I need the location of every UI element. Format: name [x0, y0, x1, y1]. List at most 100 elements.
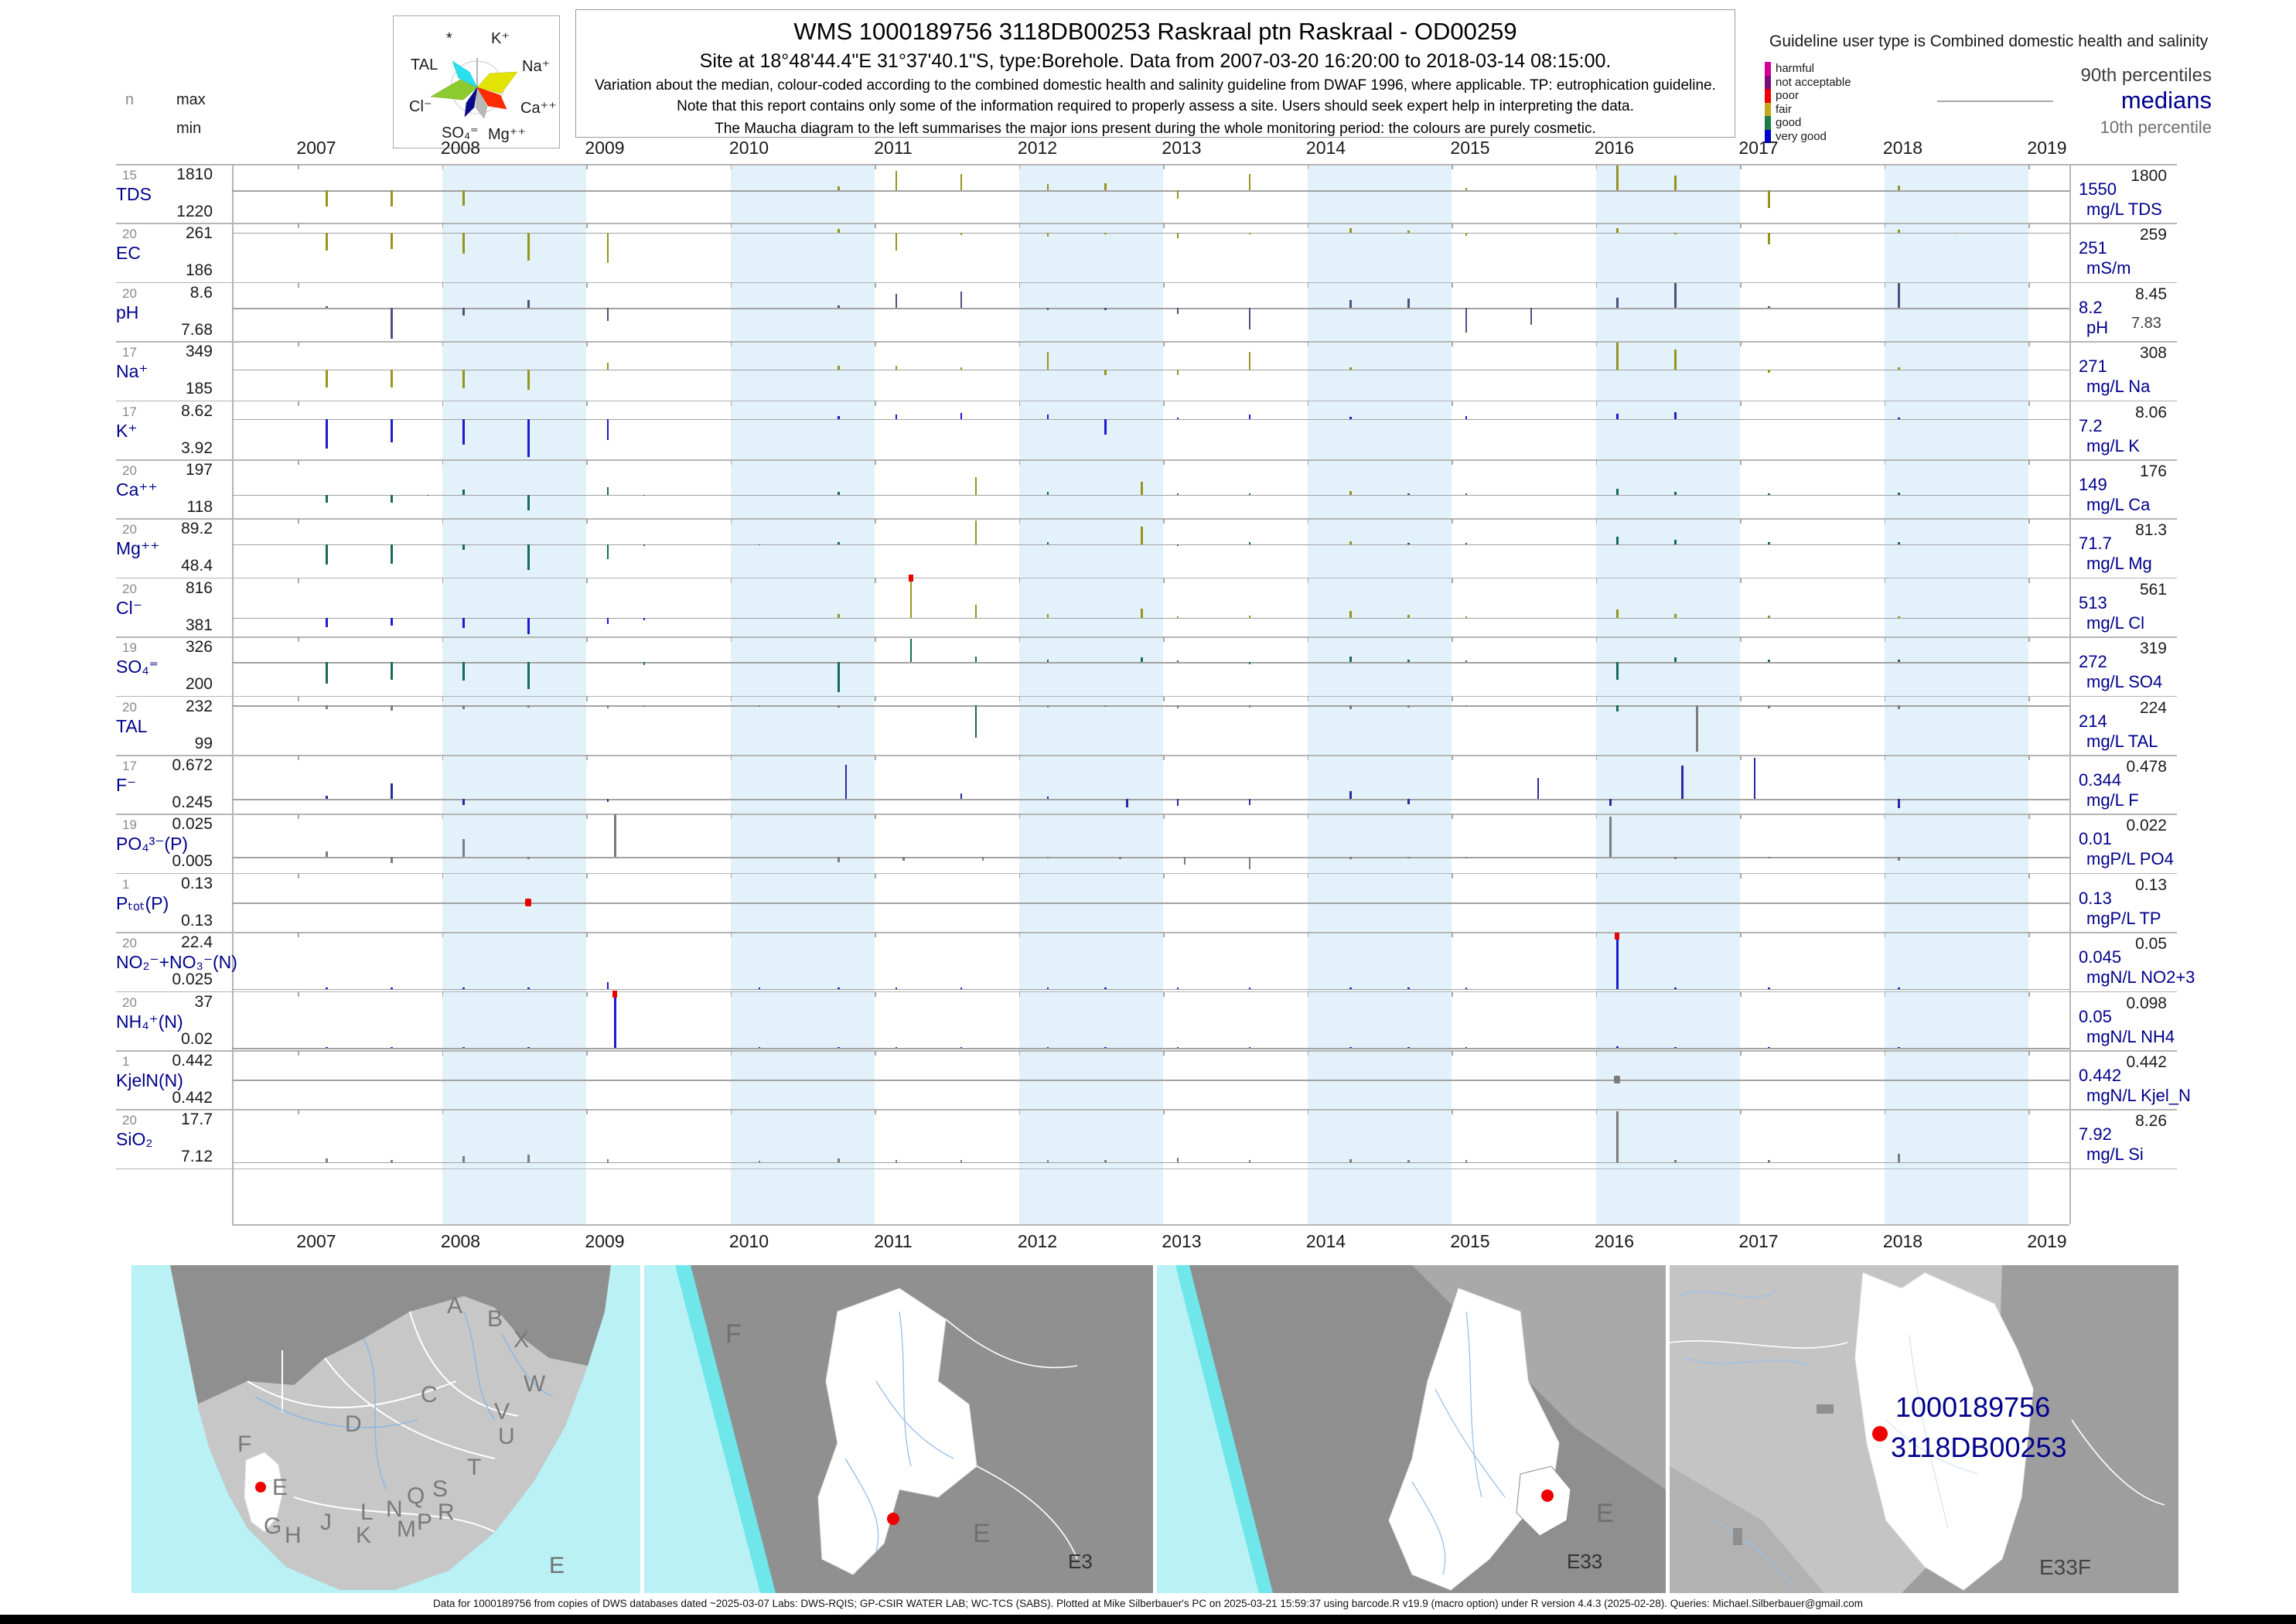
sample-dot	[525, 899, 532, 906]
year-tick	[586, 341, 588, 347]
sample-tick	[1046, 797, 1049, 800]
sample-tick	[895, 988, 898, 989]
year-tick	[1307, 577, 1308, 583]
year-tick	[1595, 518, 1597, 524]
guideline-label: not acceptable	[1776, 75, 1851, 89]
sample-tick	[895, 366, 898, 370]
year-tick	[1884, 459, 1885, 465]
sample-tick	[1465, 857, 1468, 858]
svg-text:E3: E3	[1068, 1550, 1093, 1573]
year-label-bottom-2011: 2011	[874, 1231, 913, 1251]
median-line	[232, 1048, 2069, 1049]
sample-tick	[974, 520, 977, 544]
row-separator	[116, 400, 2177, 402]
sample-tick	[326, 232, 328, 251]
svg-text:1000189756: 1000189756	[1895, 1391, 2050, 1423]
param-name: Na⁺	[116, 361, 148, 382]
year-tick	[298, 164, 299, 169]
year-label-top-2012: 2012	[1017, 138, 1058, 158]
note-caveat: Note that this report contains only some…	[677, 98, 1634, 114]
exceedance-cap	[908, 574, 913, 582]
year-tick	[1884, 518, 1885, 524]
year-tick	[586, 1109, 588, 1115]
param-max: 89.2	[181, 520, 213, 538]
median-line	[232, 418, 2069, 421]
row-separator	[116, 814, 2177, 815]
sample-tick	[1407, 988, 1410, 989]
param-min: 0.025	[172, 971, 213, 989]
year-label-bottom-2009: 2009	[585, 1231, 625, 1251]
sample-tick	[606, 981, 609, 989]
median-line	[232, 799, 2069, 800]
sample-tick	[1046, 414, 1049, 419]
year-tick	[1307, 223, 1308, 229]
year-label-top-2019: 2019	[2027, 138, 2067, 158]
median-legend-line	[1937, 101, 2053, 102]
year-tick	[875, 1109, 876, 1115]
sample-tick	[606, 799, 609, 802]
region-letter: F	[725, 1319, 742, 1349]
year-tick	[1595, 695, 1597, 701]
param-median: 0.01	[2079, 829, 2112, 849]
sample-tick	[895, 1160, 898, 1162]
year-label-top-2013: 2013	[1162, 138, 1202, 158]
row-separator	[116, 281, 2177, 284]
sample-tick	[326, 1158, 328, 1162]
sample-tick	[981, 857, 984, 861]
sample-tick	[1407, 1160, 1410, 1162]
drainage-region-letter: C	[421, 1382, 438, 1407]
year-tick	[875, 459, 876, 465]
sample-tick	[326, 851, 328, 858]
sample-tick	[1674, 1046, 1677, 1049]
param-median: 71.7	[2079, 534, 2112, 554]
sample-tick	[1465, 705, 1468, 708]
year-tick	[442, 755, 443, 760]
param-p90: 0.442	[2126, 1053, 2167, 1071]
sample-tick	[1248, 493, 1251, 495]
guideline-label: very good	[1776, 129, 1827, 143]
year-tick	[1884, 1109, 1885, 1115]
year-tick	[1884, 577, 1885, 583]
param-min: 0.442	[172, 1089, 213, 1107]
sample-tick	[606, 705, 609, 708]
sample-tick	[606, 617, 609, 625]
sample-tick	[462, 799, 465, 805]
sample-tick	[1349, 541, 1352, 544]
param-p90: 224	[2139, 698, 2167, 717]
sample-tick	[1768, 1160, 1770, 1162]
param-min: 99	[194, 734, 213, 752]
sample-tick	[895, 294, 898, 309]
year-tick	[442, 932, 443, 938]
sample-tick	[527, 705, 530, 708]
year-tick	[1018, 281, 1020, 288]
year-tick	[1740, 636, 1742, 643]
sample-tick	[643, 617, 646, 620]
sample-tick	[758, 988, 761, 989]
year-tick	[442, 872, 443, 879]
year-tick	[1018, 341, 1020, 347]
year-tick	[1307, 400, 1308, 406]
sample-tick	[326, 988, 328, 989]
param-min: 1220	[176, 203, 213, 220]
sample-tick	[1465, 308, 1468, 333]
drainage-region-letter: X	[513, 1327, 529, 1353]
param-median: 7.2	[2079, 415, 2103, 435]
sample-tick	[1955, 232, 1958, 234]
year-tick	[1595, 814, 1597, 820]
sample-tick	[960, 232, 963, 235]
sample-tick	[1407, 660, 1410, 663]
year-tick	[1740, 518, 1742, 524]
year-label-bottom-2013: 2013	[1162, 1231, 1202, 1251]
year-tick	[586, 814, 588, 820]
row-separator	[116, 695, 2177, 698]
year-tick	[730, 872, 732, 879]
sample-tick	[462, 418, 465, 445]
year-tick	[586, 164, 588, 169]
sample-tick	[1616, 228, 1619, 233]
year-tick	[1740, 1109, 1742, 1115]
year-tick	[1452, 991, 1453, 997]
year-band-2012	[1018, 164, 1163, 1224]
param-unit: pH	[2086, 317, 2109, 337]
year-tick	[298, 872, 299, 879]
year-tick	[1884, 872, 1885, 879]
